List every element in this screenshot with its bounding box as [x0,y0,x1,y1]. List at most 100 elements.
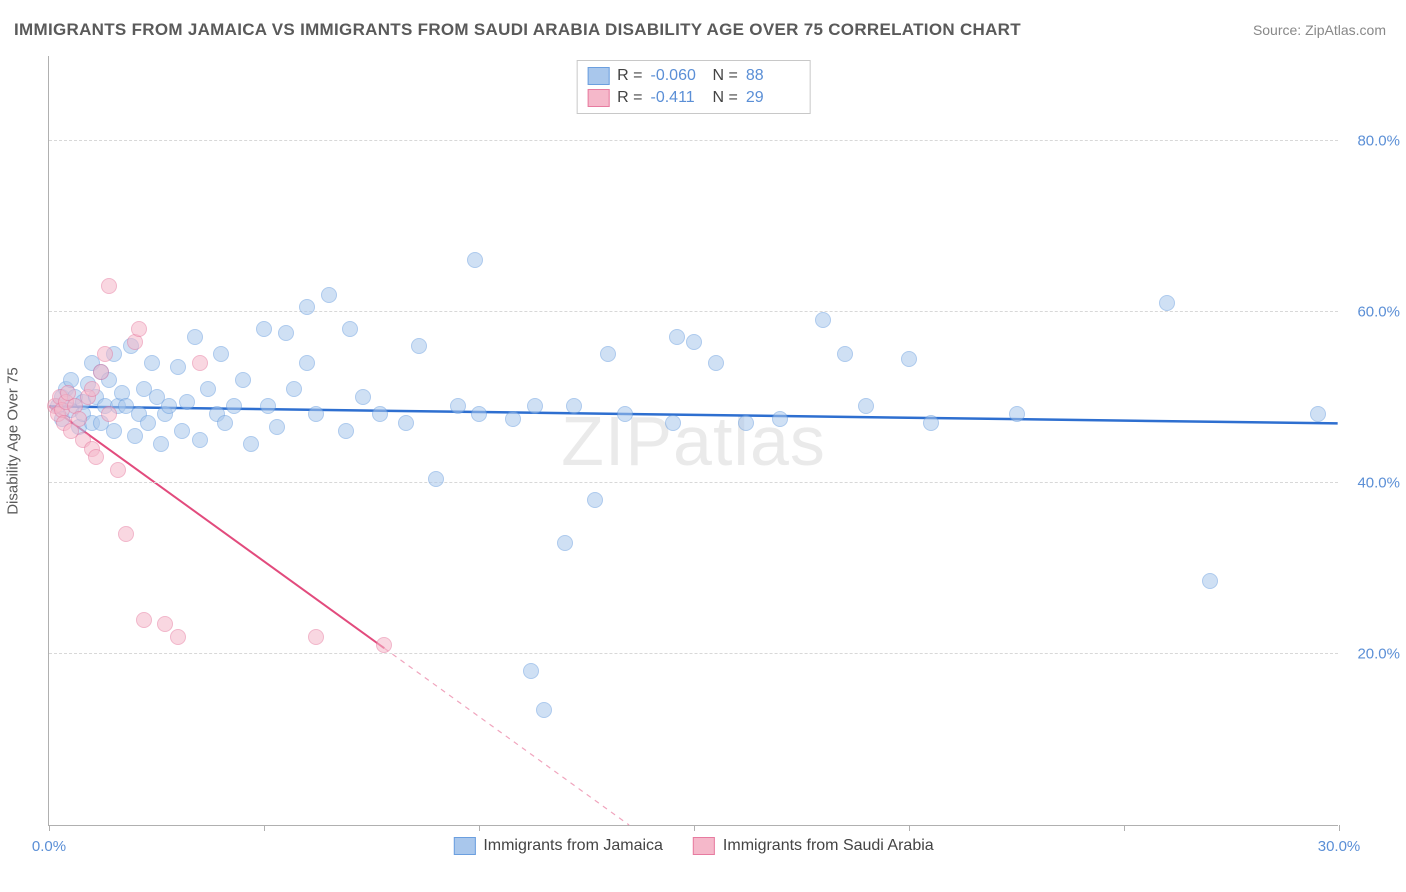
x-tick-label: 0.0% [32,838,66,855]
y-tick-label: 80.0% [1357,132,1400,149]
swatch-jamaica [587,67,609,85]
scatter-point [772,411,788,427]
scatter-point [213,346,229,362]
scatter-point [411,338,427,354]
scatter-point [669,329,685,345]
scatter-point [566,398,582,414]
scatter-point [286,381,302,397]
legend-row-saudi: R = -0.411 N = 29 [587,87,800,109]
scatter-point [174,423,190,439]
y-tick-label: 20.0% [1357,645,1400,662]
gridline [49,140,1338,141]
scatter-point [106,423,122,439]
swatch-jamaica [453,837,475,855]
scatter-point [665,415,681,431]
scatter-point [1202,573,1218,589]
scatter-point [321,287,337,303]
scatter-point [815,312,831,328]
scatter-point [192,432,208,448]
watermark: ZIPatlas [561,401,826,481]
source-attribution: Source: ZipAtlas.com [1253,22,1386,38]
scatter-point [260,398,276,414]
scatter-point [901,351,917,367]
legend-correlation: R = -0.060 N = 88 R = -0.411 N = 29 [576,60,811,114]
scatter-point [235,372,251,388]
x-tick [49,825,50,831]
scatter-point [170,359,186,375]
scatter-point [308,406,324,422]
scatter-point [161,398,177,414]
scatter-point [471,406,487,422]
scatter-point [101,406,117,422]
trend-line [49,406,384,648]
scatter-point [338,423,354,439]
scatter-point [1310,406,1326,422]
trend-line-extrapolated [384,648,629,825]
scatter-point [140,415,156,431]
scatter-point [557,535,573,551]
x-tick [479,825,480,831]
scatter-point [136,612,152,628]
y-axis-title: Disability Age Over 75 [5,367,22,515]
scatter-point [88,449,104,465]
legend-row-jamaica: R = -0.060 N = 88 [587,65,800,87]
plot-area: Disability Age Over 75 ZIPatlas R = -0.0… [48,56,1338,826]
chart-title: IMMIGRANTS FROM JAMAICA VS IMMIGRANTS FR… [14,20,1021,40]
gridline [49,311,1338,312]
scatter-point [157,616,173,632]
scatter-point [187,329,203,345]
scatter-point [376,637,392,653]
scatter-point [153,436,169,452]
scatter-point [118,526,134,542]
x-tick [1339,825,1340,831]
r-value-saudi: -0.411 [651,89,705,107]
scatter-point [587,492,603,508]
scatter-point [101,278,117,294]
legend-item-jamaica: Immigrants from Jamaica [453,837,663,855]
scatter-point [179,394,195,410]
r-label: R = [617,67,642,85]
scatter-point [71,411,87,427]
n-value-saudi: 29 [746,89,800,107]
trendlines-svg [49,56,1338,825]
scatter-point [355,389,371,405]
scatter-point [686,334,702,350]
r-value-jamaica: -0.060 [651,67,705,85]
gridline [49,482,1338,483]
scatter-point [342,321,358,337]
scatter-point [450,398,466,414]
scatter-point [536,702,552,718]
scatter-point [84,381,100,397]
scatter-point [278,325,294,341]
scatter-point [505,411,521,427]
x-tick-label: 30.0% [1318,838,1361,855]
swatch-saudi [693,837,715,855]
y-tick-label: 40.0% [1357,474,1400,491]
scatter-point [269,419,285,435]
legend-label-saudi: Immigrants from Saudi Arabia [723,837,934,855]
scatter-point [923,415,939,431]
x-tick [1124,825,1125,831]
scatter-point [467,252,483,268]
scatter-point [858,398,874,414]
scatter-point [708,355,724,371]
legend-series: Immigrants from Jamaica Immigrants from … [453,837,933,855]
scatter-point [308,629,324,645]
scatter-point [372,406,388,422]
n-label: N = [713,89,738,107]
y-tick-label: 60.0% [1357,303,1400,320]
scatter-point [110,462,126,478]
gridline [49,653,1338,654]
scatter-point [837,346,853,362]
n-value-jamaica: 88 [746,67,800,85]
scatter-point [398,415,414,431]
scatter-point [299,299,315,315]
r-label: R = [617,89,642,107]
x-tick [909,825,910,831]
x-tick [694,825,695,831]
scatter-point [144,355,160,371]
scatter-point [93,364,109,380]
scatter-point [97,346,113,362]
legend-item-saudi: Immigrants from Saudi Arabia [693,837,934,855]
scatter-point [243,436,259,452]
